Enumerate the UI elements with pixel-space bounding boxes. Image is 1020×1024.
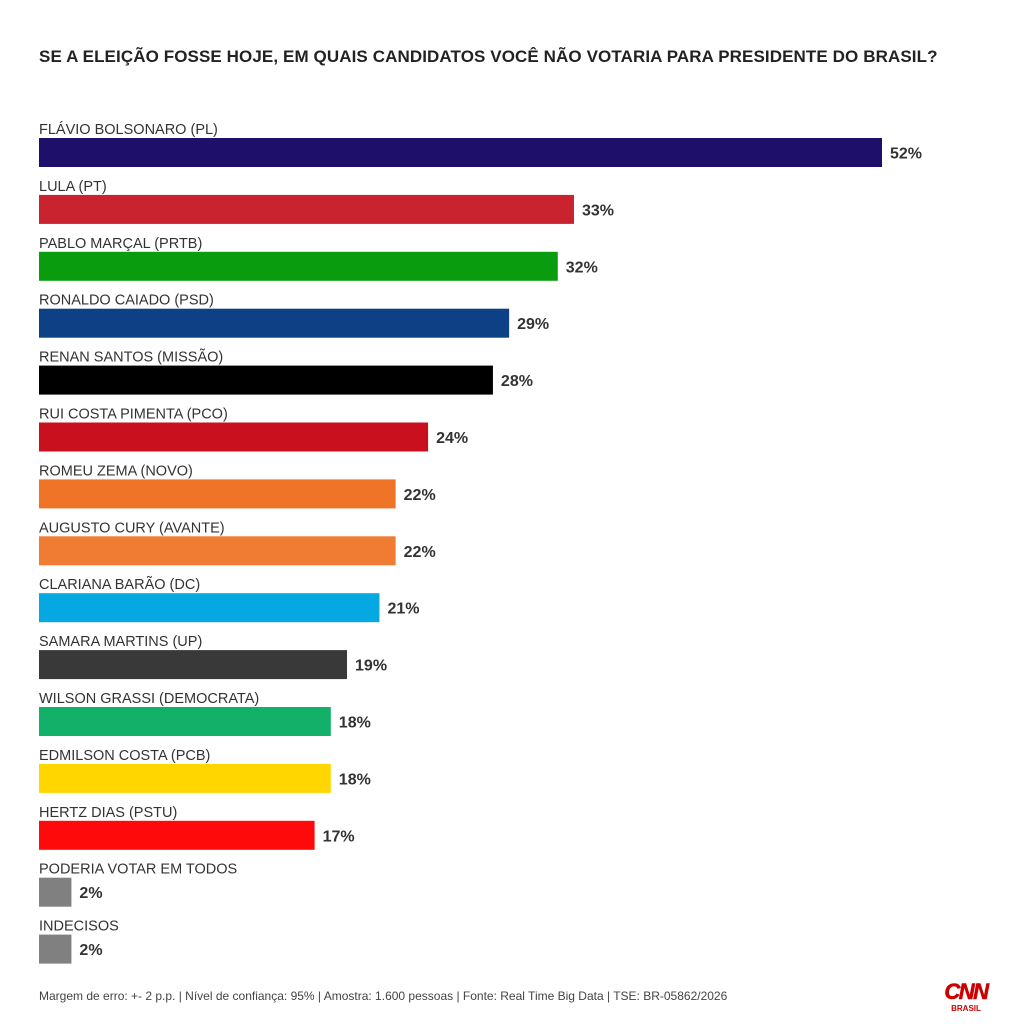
bar [39,763,331,793]
category-label: WILSON GRASSI (DEMOCRATA) [39,691,259,707]
bar [39,422,429,452]
logo-sub-text: BRASIL [951,1004,981,1013]
category-label: SAMARA MARTINS (UP) [39,634,202,650]
bar [39,138,882,167]
value-label: 28% [501,373,533,390]
value-label: 18% [339,771,371,788]
value-label: 19% [355,658,387,675]
category-label: ROMEU ZEMA (NOVO) [39,463,193,479]
category-label: PODERIA VOTAR EM TODOS [39,862,237,878]
category-label: INDECISOS [39,919,119,935]
bar [39,820,315,850]
category-label: PABLO MARÇAL (PRTB) [39,236,202,252]
category-label: RONALDO CAIADO (PSD) [39,293,214,309]
value-label: 22% [404,544,436,561]
value-label: 22% [404,487,436,504]
value-label: 17% [323,828,355,845]
category-label: RENAN SANTOS (MISSÃO) [39,349,223,366]
footer-note: Margem de erro: +- 2 p.p. | Nível de con… [39,989,728,1003]
bar [39,877,72,907]
value-label: 32% [566,259,598,276]
bar [39,934,72,964]
value-label: 52% [890,146,922,163]
value-label: 2% [79,885,102,902]
category-label: AUGUSTO CURY (AVANTE) [39,520,225,536]
bar [39,251,558,281]
value-label: 29% [517,316,549,333]
category-label: RUI COSTA PIMENTA (PCO) [39,407,228,423]
bar [39,593,380,623]
category-label: HERTZ DIAS (PSTU) [39,805,177,821]
chart-title: SE A ELEIÇÃO FOSSE HOJE, EM QUAIS CANDID… [39,47,938,66]
bar [39,536,396,566]
category-label: EDMILSON COSTA (PCB) [39,748,210,764]
value-label: 24% [436,430,468,447]
category-label: LULA (PT) [39,179,107,195]
value-label: 18% [339,715,371,732]
bar [39,194,574,224]
value-label: 33% [582,202,614,219]
bar [39,479,396,509]
category-label: FLÁVIO BOLSONARO (PL) [39,121,218,138]
value-label: 21% [387,601,419,618]
value-label: 2% [79,942,102,959]
bar [39,707,331,736]
category-label: CLARIANA BARÃO (DC) [39,576,200,593]
cnn-brasil-logo: CNN BRASIL [944,979,992,1013]
bar [39,650,348,680]
bar [39,308,510,338]
bar [39,365,493,395]
bar-chart: FLÁVIO BOLSONARO (PL) 52% LULA (PT) 33% PABL… [39,121,922,964]
logo-main-text: CNN [944,979,990,1004]
